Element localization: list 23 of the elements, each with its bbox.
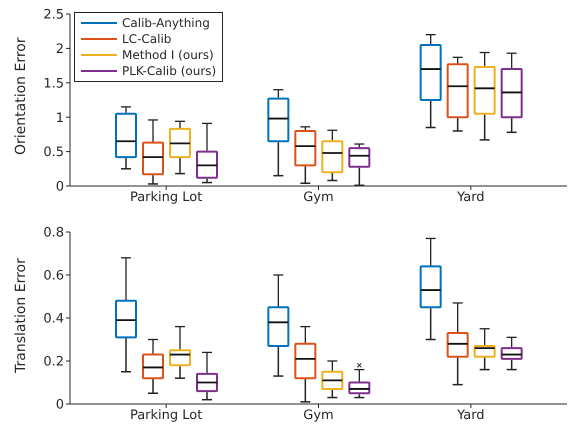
- x-tick-label: Yard: [456, 190, 485, 206]
- y-tick-label: 1: [56, 110, 64, 126]
- legend-label: Calib-Anything: [122, 15, 210, 31]
- y-axis-title: Orientation Error: [12, 37, 29, 155]
- y-tick-label: 1.5: [43, 76, 64, 92]
- y-tick-label: 2: [56, 42, 64, 58]
- legend-label: LC-Calib: [122, 31, 172, 47]
- x-tick-label: Parking Lot: [130, 190, 202, 206]
- y-axis-title: Translation Error: [12, 258, 29, 374]
- x-tick-label: Gym: [303, 190, 334, 206]
- x-tick-label: Gym: [303, 408, 334, 424]
- legend-label: Method I (ours): [122, 47, 214, 63]
- x-tick-label: Yard: [456, 408, 485, 424]
- y-tick-label: 0: [56, 180, 64, 195]
- y-tick-label: 0.8: [43, 226, 64, 241]
- y-tick-label: 0.4: [43, 312, 64, 327]
- y-tick-label: 0.6: [43, 268, 64, 284]
- y-tick-label: 0.5: [43, 145, 64, 160]
- y-tick-label: 2.5: [43, 8, 64, 23]
- y-tick-label: 0.2: [43, 354, 64, 370]
- y-tick-label: 0: [56, 398, 64, 413]
- x-tick-label: Parking Lot: [130, 408, 202, 424]
- legend-label: PLK-Calib (ours): [122, 63, 216, 79]
